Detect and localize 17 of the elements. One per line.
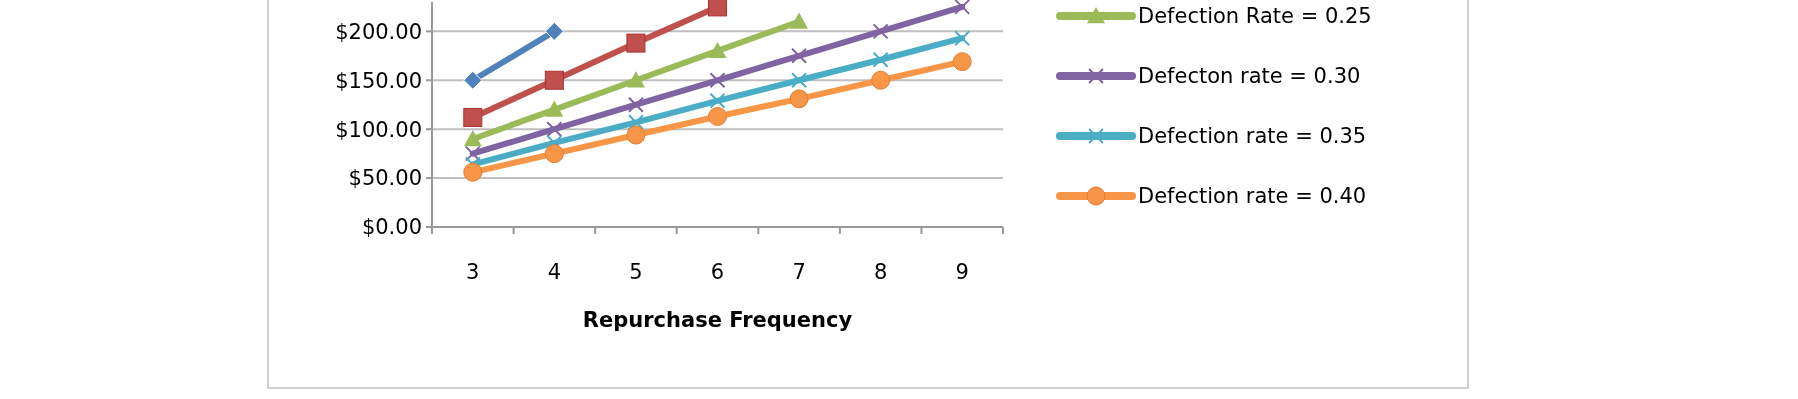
legend-label: Defecton rate = 0.30 [1138,64,1361,89]
x-tick-label: 5 [629,260,643,285]
legend-label: Defection rate = 0.35 [1138,124,1367,149]
x-tick-label: 9 [955,260,969,285]
legend-label: Defection rate = 0.40 [1138,184,1367,209]
y-tick-label: $50.00 [348,166,422,191]
y-tick-label: $200.00 [335,19,422,44]
x-tick-label: 8 [873,260,888,285]
x-axis-title: Repurchase Frequency [582,308,853,332]
y-tick-label: $100.00 [335,117,422,142]
x-tick-label: 6 [710,260,725,285]
y-tick-label: $150.00 [335,68,422,93]
x-tick-label: 7 [792,260,806,285]
y-tick-label: $0.00 [361,215,422,240]
legend-label: Defection Rate = 0.25 [1138,4,1372,29]
x-tick-label: 3 [466,260,480,285]
x-tick-label: 4 [547,260,562,285]
